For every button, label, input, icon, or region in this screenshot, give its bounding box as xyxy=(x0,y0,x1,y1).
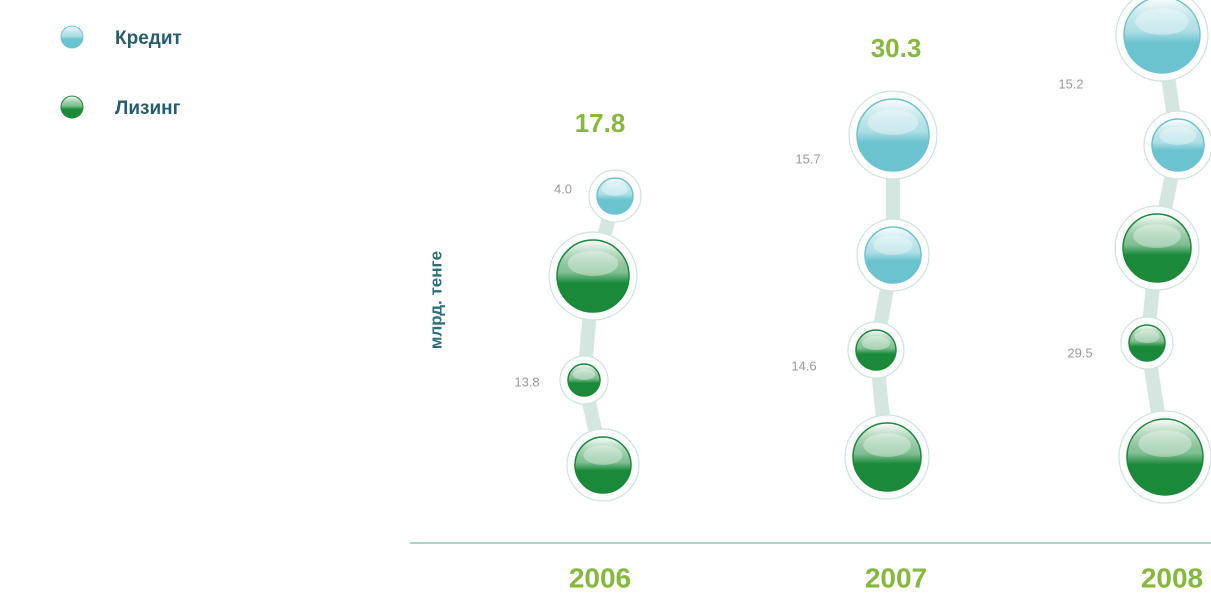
bubble-shine xyxy=(862,336,890,350)
legend-marker xyxy=(60,95,84,119)
segment xyxy=(856,98,930,284)
bubble-shine xyxy=(1134,330,1160,344)
x-tick-label: 2008 xyxy=(1141,562,1203,593)
bubble xyxy=(1122,213,1192,283)
bubble xyxy=(1128,324,1166,362)
legend-label: Кредит xyxy=(115,28,182,49)
value-label: 29.5 xyxy=(1067,345,1092,360)
value-label: 15.7 xyxy=(795,151,820,166)
total-label: 17.8 xyxy=(575,108,626,138)
bubble xyxy=(596,177,634,215)
value-label: 14.6 xyxy=(791,358,816,373)
bubble xyxy=(855,329,897,371)
bubble-shine xyxy=(873,235,913,255)
value-label: 13.8 xyxy=(514,374,539,389)
bubble xyxy=(852,422,922,492)
segment xyxy=(1123,0,1205,172)
bubble-shine xyxy=(863,433,911,457)
legend-label: Лизинг xyxy=(115,98,181,119)
segment xyxy=(1122,213,1204,496)
segment xyxy=(596,177,634,215)
bubble-shine xyxy=(602,183,628,196)
bubble xyxy=(574,436,632,494)
x-tick-label: 2006 xyxy=(569,562,631,593)
bubble xyxy=(1123,0,1201,74)
bubble-shine xyxy=(1159,126,1197,145)
legend-marker xyxy=(60,25,84,49)
bubble xyxy=(856,98,930,172)
y-axis-label: млрд. тенге xyxy=(426,251,445,349)
bubble xyxy=(556,239,630,313)
segment xyxy=(556,239,632,494)
bubble xyxy=(1151,118,1205,172)
value-label: 15.2 xyxy=(1058,76,1083,91)
bubble-shine xyxy=(1135,8,1189,35)
bubble-shine xyxy=(583,445,623,466)
bubble-shine xyxy=(1133,224,1181,249)
bubble xyxy=(864,226,922,284)
bubble-shine xyxy=(867,109,919,135)
value-label: 4.0 xyxy=(554,181,572,196)
bubble-shine xyxy=(1138,430,1192,458)
segment xyxy=(852,329,922,492)
bubble-shine xyxy=(567,250,619,276)
bubble xyxy=(1126,418,1204,496)
bubble xyxy=(567,363,601,397)
bubble-shine xyxy=(572,368,596,380)
total-label: 30.3 xyxy=(871,33,922,63)
x-tick-label: 2007 xyxy=(865,562,927,593)
